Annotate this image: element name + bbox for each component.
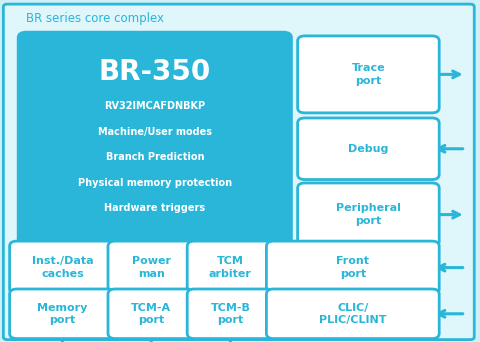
FancyBboxPatch shape [266,241,439,294]
Text: Power
man: Power man [132,256,171,279]
FancyBboxPatch shape [298,118,439,180]
Text: RV32IMCAFDNBKP: RV32IMCAFDNBKP [104,101,205,111]
FancyBboxPatch shape [17,31,293,248]
Text: Physical memory protection: Physical memory protection [78,178,232,188]
Text: Memory
port: Memory port [37,303,87,325]
FancyBboxPatch shape [108,241,194,294]
Text: BR-350: BR-350 [99,58,211,86]
Text: Trace
port: Trace port [351,63,385,86]
Text: Inst./Data
caches: Inst./Data caches [32,256,93,279]
Text: Peripheral
port: Peripheral port [336,203,401,226]
FancyBboxPatch shape [298,183,439,246]
Text: Front
port: Front port [336,256,369,279]
FancyBboxPatch shape [10,241,115,294]
FancyBboxPatch shape [187,289,274,339]
Text: TCM
arbiter: TCM arbiter [209,256,252,279]
Text: CLIC/
PLIC/CLINT: CLIC/ PLIC/CLINT [319,303,386,325]
Text: Hardware triggers: Hardware triggers [104,203,205,213]
FancyBboxPatch shape [187,241,274,294]
FancyBboxPatch shape [108,289,194,339]
Text: Branch Prediction: Branch Prediction [106,152,204,162]
FancyBboxPatch shape [266,289,439,339]
Text: Machine/User modes: Machine/User modes [98,127,212,136]
FancyBboxPatch shape [3,4,474,340]
FancyBboxPatch shape [10,289,115,339]
Text: BR series core complex: BR series core complex [26,12,164,25]
Text: TCM-B
port: TCM-B port [210,303,251,325]
FancyBboxPatch shape [298,36,439,113]
Text: Debug: Debug [348,144,389,154]
Text: TCM-A
port: TCM-A port [131,303,171,325]
